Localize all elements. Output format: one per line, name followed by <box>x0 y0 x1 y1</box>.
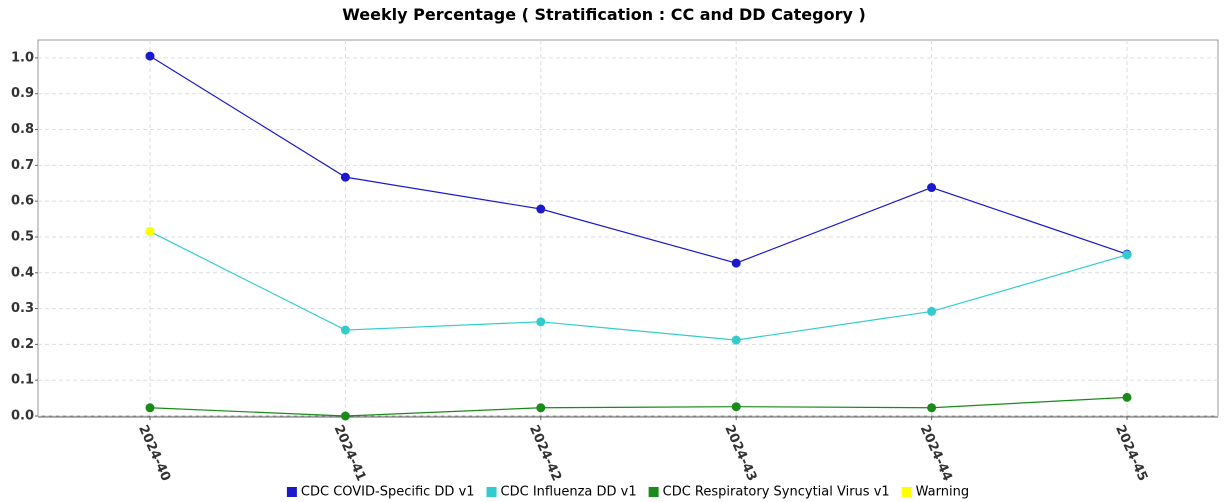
data-point <box>145 403 155 413</box>
data-point <box>927 183 937 193</box>
data-point <box>145 51 155 61</box>
y-tick-label: 0.5 <box>11 229 34 244</box>
x-tick-label: 2024-44 <box>917 423 955 484</box>
series-line <box>149 396 1128 417</box>
y-tick-label: 1.0 <box>11 50 34 65</box>
legend-swatch <box>486 487 497 497</box>
y-tick-label: 0.0 <box>11 409 34 424</box>
data-point <box>1122 250 1132 260</box>
data-point <box>536 403 546 413</box>
y-tick-label: 0.6 <box>11 194 34 209</box>
data-point <box>731 258 741 268</box>
x-tick-label: 2024-43 <box>721 423 759 484</box>
data-point <box>731 402 741 412</box>
legend-label: CDC Influenza DD v1 <box>501 485 637 500</box>
legend-label: CDC COVID-Specific DD v1 <box>301 485 475 500</box>
y-tick-label: 0.1 <box>11 373 34 388</box>
legend-swatch <box>286 487 297 497</box>
legend-swatch <box>648 487 659 497</box>
data-point <box>927 403 937 413</box>
y-tick-label: 0.4 <box>11 265 34 280</box>
x-tick-label: 2024-45 <box>1112 423 1150 484</box>
y-tick-label: 0.8 <box>11 122 34 137</box>
chart-title: Weekly Percentage ( Stratification : CC … <box>342 5 866 24</box>
y-tick-label: 0.3 <box>11 301 34 316</box>
data-point <box>536 204 546 214</box>
data-point <box>145 227 155 237</box>
data-point <box>536 317 546 327</box>
y-tick-label: 0.7 <box>11 158 34 173</box>
legend-swatch <box>901 487 912 497</box>
data-point <box>340 325 350 335</box>
plot-area <box>37 39 1219 417</box>
series-line <box>149 231 1128 341</box>
legend-label: CDC Respiratory Syncytial Virus v1 <box>663 485 890 500</box>
y-tick-label: 0.9 <box>11 86 34 101</box>
x-tick-label: 2024-41 <box>331 423 369 484</box>
x-tick-label: 2024-42 <box>526 423 564 484</box>
legend-label: Warning <box>916 485 969 500</box>
y-tick-label: 0.2 <box>11 337 34 352</box>
series-line <box>149 55 1128 264</box>
data-point <box>340 172 350 182</box>
data-point <box>1122 392 1132 402</box>
data-point <box>927 306 937 316</box>
data-point <box>731 335 741 345</box>
data-point <box>340 411 350 421</box>
legend: CDC COVID-Specific DD v1 CDC Influenza DD… <box>286 485 969 500</box>
x-tick-label: 2024-40 <box>135 423 173 484</box>
